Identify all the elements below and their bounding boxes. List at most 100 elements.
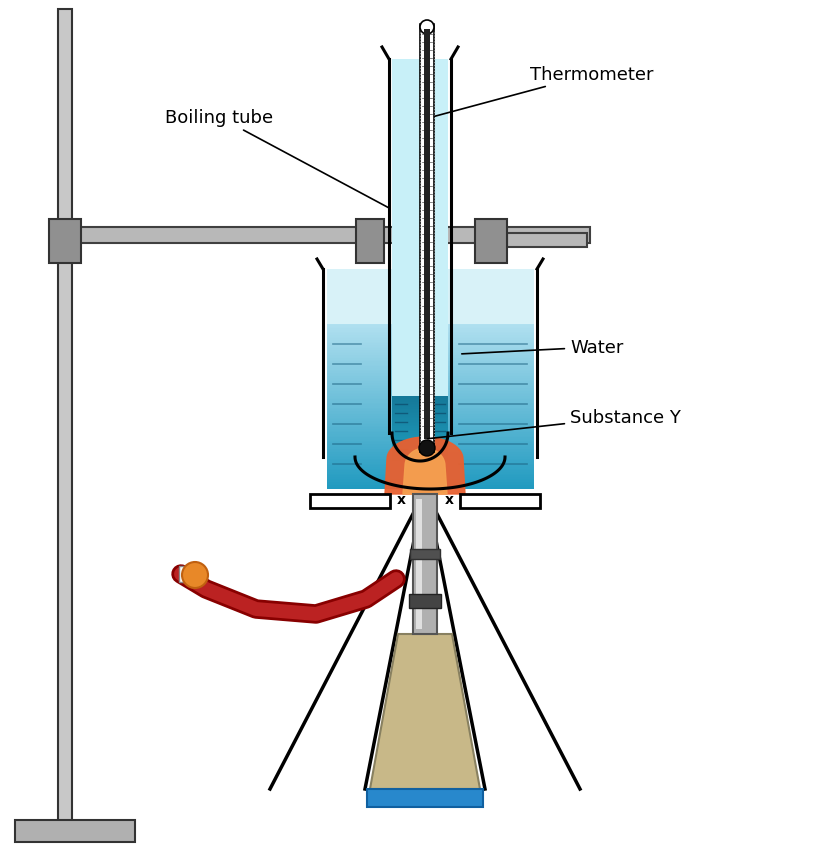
Bar: [391, 404, 447, 406]
Bar: [327, 445, 533, 446]
Bar: [391, 422, 447, 424]
Text: x: x: [492, 492, 501, 506]
Bar: [327, 452, 533, 455]
Bar: [327, 435, 533, 437]
Bar: [327, 339, 533, 341]
Text: x: x: [372, 492, 381, 506]
Bar: [327, 325, 533, 328]
Bar: [327, 398, 533, 400]
Bar: [327, 372, 533, 374]
Bar: [327, 334, 533, 337]
Bar: [327, 327, 533, 330]
Bar: [391, 398, 447, 400]
Bar: [391, 407, 447, 410]
Bar: [327, 428, 533, 430]
Bar: [327, 395, 533, 397]
Bar: [391, 435, 447, 437]
Bar: [327, 440, 533, 441]
Bar: [327, 426, 533, 429]
Bar: [327, 417, 533, 418]
Bar: [391, 402, 447, 405]
Bar: [327, 415, 533, 417]
Bar: [327, 461, 533, 463]
Bar: [327, 350, 533, 353]
Bar: [327, 355, 533, 358]
Bar: [327, 331, 533, 333]
Bar: [391, 412, 447, 414]
Bar: [391, 430, 447, 432]
Bar: [423, 30, 429, 440]
Bar: [327, 337, 533, 339]
Bar: [327, 487, 533, 489]
Text: x: x: [348, 492, 357, 506]
Bar: [327, 438, 533, 440]
Text: x: x: [444, 492, 453, 506]
Bar: [391, 450, 447, 452]
Bar: [391, 416, 447, 417]
Text: x: x: [396, 492, 405, 506]
Bar: [327, 397, 533, 399]
Text: Water: Water: [461, 338, 622, 357]
Bar: [391, 427, 447, 429]
Bar: [391, 454, 447, 457]
Bar: [391, 406, 447, 408]
Bar: [419, 25, 433, 452]
Bar: [327, 424, 533, 427]
Bar: [49, 220, 81, 263]
Bar: [391, 445, 447, 446]
Bar: [327, 373, 533, 376]
Text: Substance Y: Substance Y: [428, 408, 680, 439]
Bar: [327, 482, 533, 485]
Bar: [327, 400, 533, 402]
Bar: [327, 475, 533, 478]
Bar: [459, 494, 540, 509]
Bar: [327, 362, 533, 364]
Bar: [391, 453, 447, 455]
Bar: [327, 348, 533, 349]
Bar: [327, 474, 533, 476]
Bar: [410, 550, 440, 560]
Bar: [391, 440, 447, 442]
Circle shape: [419, 21, 433, 35]
Bar: [327, 429, 533, 432]
Polygon shape: [402, 448, 446, 494]
Bar: [327, 329, 533, 331]
Bar: [327, 456, 533, 458]
Bar: [327, 336, 533, 337]
Bar: [367, 789, 482, 807]
Bar: [391, 448, 447, 450]
Bar: [327, 343, 533, 344]
Bar: [327, 401, 533, 404]
Bar: [327, 357, 533, 360]
Bar: [327, 341, 533, 343]
Bar: [327, 469, 533, 471]
Bar: [391, 414, 447, 416]
Bar: [474, 220, 506, 263]
Bar: [327, 443, 533, 445]
Circle shape: [182, 562, 208, 589]
Bar: [391, 434, 447, 435]
Bar: [391, 60, 447, 396]
Bar: [327, 477, 533, 480]
Bar: [327, 446, 533, 448]
Bar: [413, 494, 437, 634]
Bar: [391, 411, 447, 412]
Bar: [15, 820, 135, 842]
Bar: [391, 396, 447, 398]
Circle shape: [419, 440, 434, 457]
Bar: [327, 423, 533, 425]
Bar: [391, 456, 447, 458]
Bar: [391, 443, 447, 446]
Bar: [327, 433, 533, 435]
Bar: [391, 452, 447, 453]
Bar: [391, 401, 447, 403]
Bar: [327, 390, 533, 392]
Text: Thermometer: Thermometer: [434, 66, 653, 117]
Bar: [327, 403, 533, 406]
Bar: [327, 420, 533, 422]
Polygon shape: [369, 634, 479, 789]
Bar: [391, 438, 447, 440]
Bar: [391, 446, 447, 448]
Bar: [327, 344, 533, 346]
Bar: [327, 375, 533, 377]
